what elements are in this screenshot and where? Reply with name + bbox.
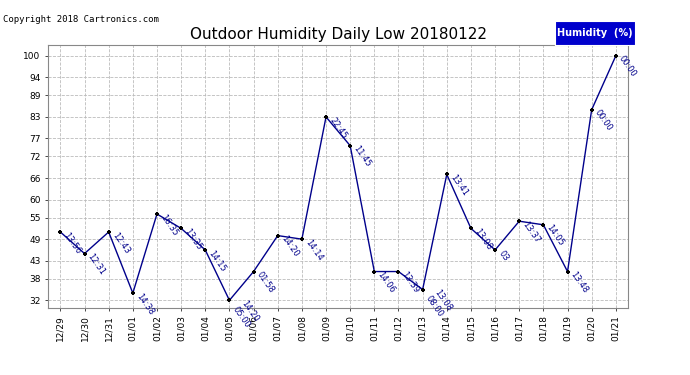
Text: 13:48: 13:48 bbox=[569, 270, 590, 295]
Text: 22:45: 22:45 bbox=[328, 116, 348, 140]
Text: 13:41: 13:41 bbox=[448, 173, 469, 198]
Text: 14:14: 14:14 bbox=[304, 238, 324, 262]
Point bbox=[345, 142, 356, 148]
Text: 14:20: 14:20 bbox=[279, 234, 300, 259]
Text: 03: 03 bbox=[497, 249, 510, 262]
Point bbox=[79, 251, 90, 257]
Point bbox=[369, 268, 380, 274]
Point bbox=[176, 225, 187, 231]
Point bbox=[466, 225, 477, 231]
Text: 13:37: 13:37 bbox=[521, 220, 542, 245]
Text: 14:20
05:00: 14:20 05:00 bbox=[231, 299, 260, 330]
Text: 14:05: 14:05 bbox=[545, 224, 566, 248]
Point bbox=[248, 268, 259, 274]
Point bbox=[442, 171, 453, 177]
Text: Copyright 2018 Cartronics.com: Copyright 2018 Cartronics.com bbox=[3, 15, 159, 24]
Text: 12:31: 12:31 bbox=[86, 252, 107, 277]
Text: 13:56: 13:56 bbox=[62, 231, 83, 255]
Text: 13:08: 13:08 bbox=[473, 227, 493, 252]
Point bbox=[297, 236, 308, 242]
Text: 01:58: 01:58 bbox=[255, 270, 276, 295]
Text: 16:35: 16:35 bbox=[159, 213, 179, 237]
Text: 13:08
08:00: 13:08 08:00 bbox=[424, 288, 453, 319]
Text: 00:00: 00:00 bbox=[593, 108, 614, 133]
Text: 00:00: 00:00 bbox=[618, 54, 638, 79]
Text: 14:38: 14:38 bbox=[135, 292, 155, 316]
Point bbox=[586, 107, 598, 113]
Text: Humidity  (%): Humidity (%) bbox=[558, 28, 633, 38]
Point bbox=[224, 297, 235, 303]
Text: 14:15: 14:15 bbox=[207, 249, 228, 273]
Title: Outdoor Humidity Daily Low 20180122: Outdoor Humidity Daily Low 20180122 bbox=[190, 27, 486, 42]
Point bbox=[611, 53, 622, 59]
Point bbox=[514, 218, 525, 224]
Point bbox=[200, 247, 211, 253]
Point bbox=[562, 268, 573, 274]
Point bbox=[538, 222, 549, 228]
Point bbox=[104, 229, 115, 235]
Text: 12:43: 12:43 bbox=[110, 231, 131, 255]
Text: 14:06: 14:06 bbox=[376, 270, 397, 295]
Point bbox=[152, 211, 163, 217]
Text: 13:39: 13:39 bbox=[400, 270, 421, 295]
Point bbox=[128, 290, 139, 296]
Point bbox=[393, 268, 404, 274]
Text: 13:35: 13:35 bbox=[183, 227, 204, 252]
Text: 11:45: 11:45 bbox=[352, 144, 373, 169]
Point bbox=[321, 114, 332, 120]
Point bbox=[55, 229, 66, 235]
Point bbox=[417, 286, 428, 292]
Point bbox=[490, 247, 501, 253]
Point bbox=[273, 232, 284, 238]
